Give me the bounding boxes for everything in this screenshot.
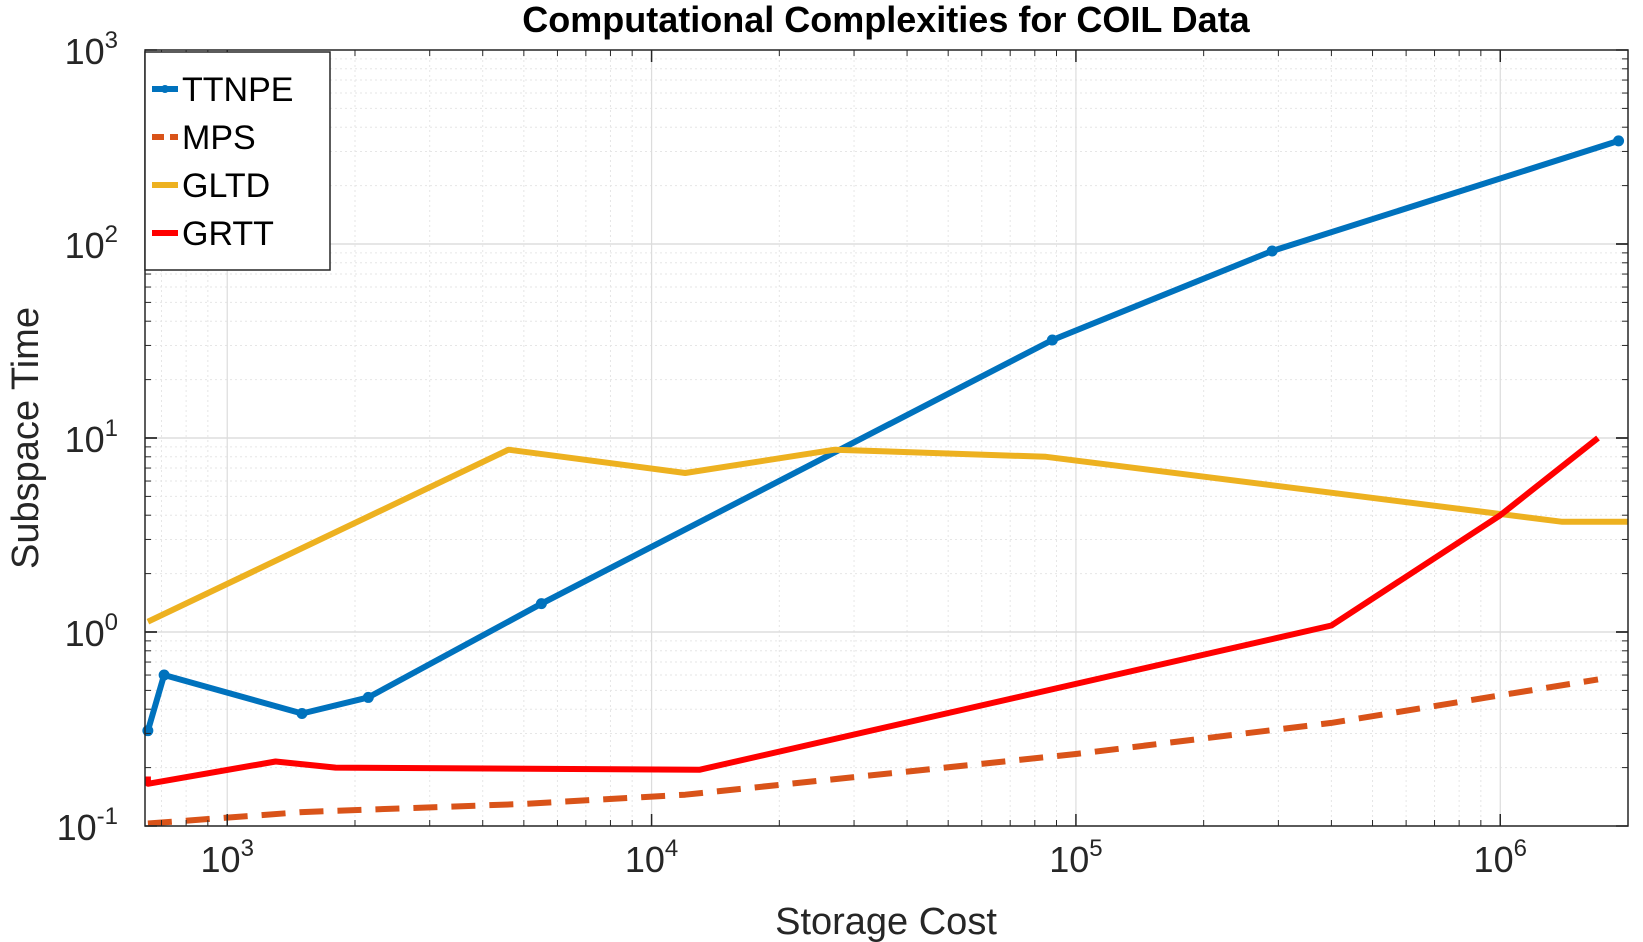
x-tick-base: 10 — [1474, 839, 1514, 880]
series-line-ttnpe — [145, 138, 1620, 732]
x-tick-base: 10 — [201, 839, 241, 880]
y-tick-label: 101 — [65, 415, 118, 460]
data-point-ttnpe — [1266, 245, 1278, 257]
x-tick-label: 106 — [1474, 835, 1527, 880]
x-tick-label: 104 — [625, 835, 678, 880]
legend-label-ttnpe: TTNPE — [182, 71, 293, 109]
legend-label-mps: MPS — [182, 119, 256, 157]
y-tick-base: 10 — [65, 613, 105, 654]
y-tick-base: 10 — [65, 419, 105, 460]
y-tick-exponent: 1 — [105, 415, 118, 442]
y-tick-label: 10-1 — [57, 803, 118, 848]
y-axis-label: Subspace Time — [5, 307, 47, 569]
y-tick-base: 10 — [57, 807, 97, 848]
data-point-ttnpe — [362, 691, 374, 703]
x-tick-exponent: 5 — [1089, 835, 1102, 862]
x-tick-base: 10 — [1049, 839, 1089, 880]
y-tick-exponent: 3 — [105, 27, 118, 54]
x-tick-label: 103 — [201, 835, 254, 880]
y-tick-exponent: 2 — [105, 221, 118, 248]
y-tick-exponent: -1 — [97, 803, 118, 830]
x-axis-ticks: 103 104 105 106 — [161, 50, 1629, 880]
x-tick-exponent: 4 — [665, 835, 678, 862]
y-tick-label: 103 — [65, 27, 118, 72]
data-point-ttnpe — [535, 598, 547, 610]
series-line-grtt — [144, 435, 1600, 787]
series-line-mps — [147, 676, 1599, 827]
minor-grid — [145, 50, 1629, 826]
data-point-ttnpe — [158, 669, 170, 681]
x-tick-exponent: 6 — [1514, 835, 1527, 862]
x-tick-base: 10 — [625, 839, 665, 880]
legend-label-grtt: GRTT — [182, 215, 274, 253]
data-point-ttnpe — [296, 708, 308, 720]
chart-title: Computational Complexities for COIL Data — [522, 0, 1250, 40]
y-tick-exponent: 0 — [105, 609, 118, 636]
x-axis-label: Storage Cost — [775, 901, 997, 942]
data-point-ttnpe — [1046, 334, 1058, 346]
series-line-gltd — [146, 446, 1628, 625]
y-tick-label: 102 — [65, 221, 118, 266]
y-tick-label: 100 — [65, 609, 118, 654]
legend: TTNPE MPS GLTD GRTT — [144, 51, 331, 271]
legend-label-gltd: GLTD — [182, 167, 270, 205]
data-point-ttnpe — [1613, 135, 1625, 147]
y-tick-base: 10 — [65, 31, 105, 72]
x-tick-label: 105 — [1049, 835, 1102, 880]
series-layer — [142, 135, 1628, 827]
legend-marker-ttnpe — [161, 85, 169, 93]
x-tick-exponent: 3 — [241, 835, 254, 862]
y-tick-base: 10 — [65, 225, 105, 266]
